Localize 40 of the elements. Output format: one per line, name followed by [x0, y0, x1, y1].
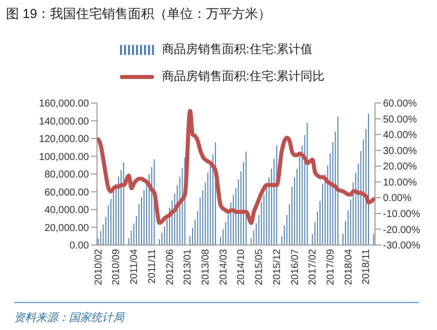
y-tick-label: 100,000.00	[38, 152, 90, 163]
y2-tick-label: -10.00%	[383, 208, 420, 220]
y-tick-label: 0.00	[70, 240, 90, 252]
y2-tick-label: -20.00%	[383, 224, 420, 236]
legend-label: 商品房销售面积:住宅:累计同比	[162, 68, 325, 85]
y2-tick-label: 10.00%	[383, 177, 418, 188]
y-tick-label: 20,000.00	[44, 222, 90, 234]
x-tick-label: 2013/08	[200, 248, 212, 286]
y2-tick-label: 40.00%	[383, 130, 418, 142]
y2-tick-label: 20.00%	[383, 162, 418, 173]
x-tick-label: 2016/07	[290, 248, 301, 286]
x-tick-label: 2011/11	[146, 248, 158, 284]
x-tick-label: 2017/09	[325, 248, 336, 286]
x-tick-label: 2015/12	[272, 248, 283, 286]
x-tick-label: 2012/06	[164, 248, 176, 286]
y-tick-label: 40,000.00	[44, 205, 90, 216]
y-tick-label: 80,000.00	[44, 170, 90, 181]
y2-tick-label: 60.00%	[383, 98, 418, 110]
x-tick-label: 2014/03	[218, 248, 230, 286]
y-tick-label: 120,000.00	[38, 134, 90, 146]
x-tick-label: 2017/02	[308, 248, 319, 286]
y-tick-label: 140,000.00	[38, 116, 90, 128]
text: 资料来源：国家统计局	[14, 310, 124, 325]
x-tick-label: 2010/09	[111, 248, 122, 286]
x-tick-label: 2011/04	[129, 248, 140, 284]
y2-tick-label: 30.00%	[383, 146, 418, 157]
chart-title: 图 19：我国住宅销售面积（单位：万平方米）	[6, 5, 272, 23]
y2-tick-label: 50.00%	[383, 114, 418, 126]
y2-tick-label: 0.00%	[383, 193, 412, 204]
x-tick-label: 2010/02	[93, 248, 104, 286]
x-tick-label: 2015/05	[254, 248, 266, 286]
x-tick-label: 2014/10	[236, 248, 248, 286]
y-tick-label: 160,000.00	[38, 98, 90, 110]
x-tick-label: 2018/04	[343, 248, 354, 286]
legend-label: 商品房销售面积:住宅:累计值	[162, 41, 313, 58]
x-tick-label: 2013/01	[182, 248, 194, 286]
line-series	[96, 108, 376, 225]
y2-tick-label: -30.00%	[383, 240, 420, 252]
y-tick-label: 60,000.00	[44, 187, 90, 198]
x-tick-label: 2018/11	[361, 248, 372, 284]
